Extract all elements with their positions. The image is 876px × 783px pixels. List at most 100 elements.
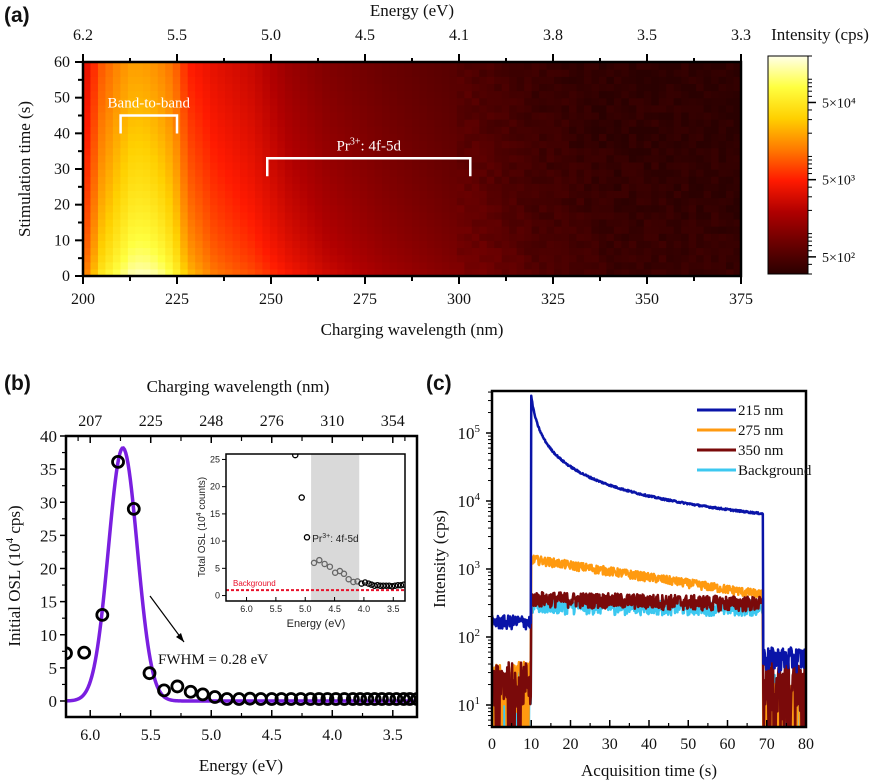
heatmap-cell bbox=[277, 211, 286, 220]
heatmap-cell bbox=[127, 204, 136, 213]
heatmap-cell bbox=[479, 97, 488, 106]
heatmap-cell bbox=[561, 169, 570, 177]
heatmap-cell bbox=[105, 169, 114, 177]
heatmap-cell bbox=[479, 111, 488, 120]
heatmap-cell bbox=[606, 83, 615, 92]
heatmap-cell bbox=[97, 268, 107, 276]
heatmap-cell bbox=[157, 169, 166, 177]
heatmap-cell bbox=[240, 62, 249, 70]
heatmap-cell bbox=[397, 190, 406, 199]
heatmap-cell bbox=[569, 90, 578, 99]
heatmap-cell bbox=[412, 183, 421, 191]
heatmap-cell bbox=[441, 211, 450, 220]
heatmap-cell bbox=[643, 183, 652, 191]
heatmap-cell bbox=[509, 176, 518, 184]
heatmap-cell bbox=[696, 83, 705, 92]
heatmap-cell bbox=[666, 154, 675, 163]
heatmap-cell bbox=[666, 119, 675, 127]
heatmap-cell bbox=[314, 133, 323, 142]
heatmap-cell bbox=[262, 111, 271, 120]
heatmap-cell bbox=[509, 197, 518, 206]
inset-y-tick-label: 15 bbox=[210, 509, 220, 519]
heatmap-cell bbox=[441, 62, 450, 70]
heatmap-cell bbox=[434, 254, 443, 263]
heatmap-cell bbox=[583, 190, 593, 199]
heatmap-cell bbox=[389, 218, 398, 227]
heatmap-cell bbox=[696, 197, 705, 206]
heatmap-cell bbox=[606, 90, 615, 99]
heatmap-cell bbox=[486, 183, 495, 191]
heatmap-cell bbox=[569, 97, 578, 106]
heatmap-cell bbox=[688, 133, 697, 142]
heatmap-cell bbox=[397, 218, 406, 227]
heatmap-cell bbox=[240, 169, 249, 177]
heatmap-cell bbox=[269, 119, 279, 127]
heatmap-cell bbox=[112, 218, 121, 227]
heatmap-cell bbox=[112, 104, 121, 113]
heatmap-cell bbox=[299, 183, 308, 191]
heatmap-cell bbox=[337, 69, 346, 77]
heatmap-cell bbox=[651, 226, 660, 234]
heatmap-cell bbox=[180, 233, 189, 241]
heatmap-cell bbox=[621, 104, 630, 113]
heatmap-cell bbox=[344, 218, 353, 227]
heatmap-cell bbox=[142, 218, 151, 227]
heatmap-cell bbox=[636, 218, 645, 227]
heatmap-cell bbox=[569, 240, 578, 249]
heatmap-cell bbox=[232, 104, 241, 113]
heatmap-cell bbox=[269, 226, 279, 234]
heatmap-cell bbox=[426, 97, 436, 106]
heatmap-cell bbox=[120, 254, 129, 263]
heatmap-cell bbox=[539, 62, 548, 70]
heatmap-cell bbox=[531, 140, 540, 149]
heatmap-cell bbox=[726, 147, 735, 156]
heatmap-cell bbox=[284, 204, 293, 213]
heatmap-cell bbox=[150, 204, 159, 213]
heatmap-cell bbox=[583, 154, 593, 163]
heatmap-cell bbox=[531, 111, 540, 120]
heatmap-cell bbox=[449, 90, 458, 99]
heatmap-cell bbox=[329, 211, 338, 220]
heatmap-cell bbox=[726, 69, 735, 77]
heatmap-cell bbox=[90, 176, 99, 184]
heatmap-cell bbox=[292, 204, 301, 213]
heatmap-cell bbox=[404, 211, 413, 220]
heatmap-cell bbox=[703, 169, 712, 177]
heatmap-cell bbox=[464, 147, 473, 156]
heatmap-cell bbox=[726, 204, 735, 213]
heatmap-cell bbox=[479, 261, 488, 270]
data-point bbox=[183, 684, 198, 699]
heatmap-cell bbox=[225, 240, 234, 249]
heatmap-cell bbox=[486, 62, 495, 70]
heatmap-cell bbox=[419, 104, 428, 113]
heatmap-cell bbox=[329, 268, 338, 276]
heatmap-cell bbox=[613, 154, 622, 163]
heatmap-cell bbox=[269, 268, 279, 276]
heatmap-cell bbox=[97, 197, 107, 206]
heatmap-cell bbox=[269, 69, 279, 77]
heatmap-cell bbox=[404, 254, 413, 263]
heatmap-cell bbox=[434, 169, 443, 177]
inset-data-point bbox=[382, 582, 390, 590]
heatmap-cell bbox=[150, 247, 159, 256]
heatmap-cell bbox=[688, 261, 697, 270]
heatmap-cell bbox=[217, 104, 226, 113]
heatmap-cell bbox=[441, 169, 450, 177]
heatmap-cell bbox=[210, 247, 219, 256]
heatmap-cell bbox=[673, 161, 682, 170]
heatmap-cell bbox=[404, 147, 413, 156]
heatmap-cell bbox=[299, 169, 308, 177]
heatmap-cell bbox=[397, 176, 406, 184]
heatmap-cell bbox=[576, 97, 585, 106]
heatmap-cell bbox=[561, 83, 570, 92]
heatmap-cell bbox=[112, 204, 121, 213]
heatmap-cell bbox=[247, 147, 256, 156]
heatmap-cell bbox=[546, 69, 555, 77]
heatmap-cell bbox=[90, 147, 99, 156]
heatmap-cell bbox=[531, 211, 540, 220]
heatmap-cell bbox=[449, 147, 458, 156]
heatmap-cell bbox=[180, 140, 189, 149]
y-tick-exp: 4 bbox=[475, 491, 481, 503]
heatmap-cell bbox=[337, 140, 346, 149]
heatmap-cell bbox=[531, 204, 540, 213]
